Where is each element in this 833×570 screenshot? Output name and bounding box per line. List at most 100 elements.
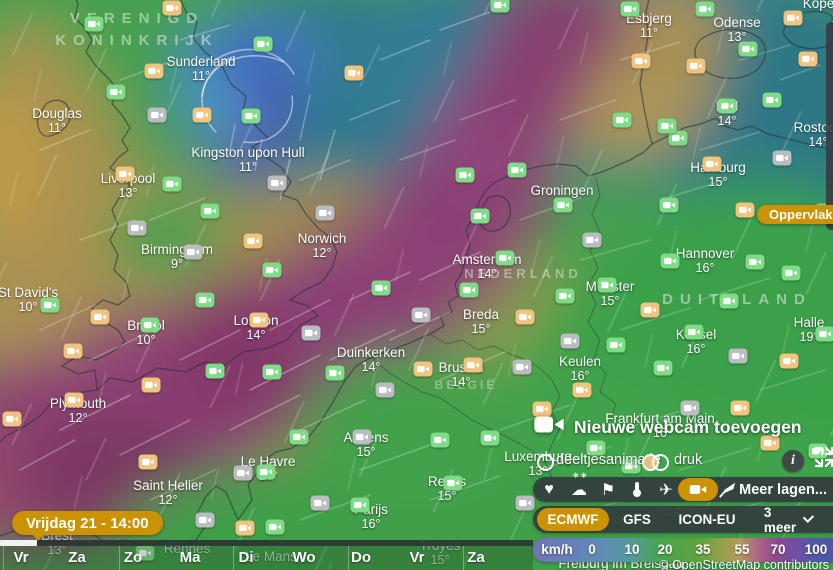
webcam-icon[interactable] <box>459 282 479 298</box>
webcam-icon[interactable] <box>301 325 321 341</box>
city-label[interactable]: Hannover 16° <box>676 246 735 276</box>
plane-icon[interactable]: ✈ <box>659 481 673 499</box>
webcam-icon[interactable] <box>183 244 203 260</box>
webcam-icon[interactable] <box>162 0 182 16</box>
webcam-icon[interactable] <box>512 359 532 375</box>
info-button[interactable]: i <box>782 450 804 472</box>
surface-level-button[interactable]: Oppervlak <box>757 205 833 224</box>
city-label[interactable]: Le Mans <box>245 549 297 564</box>
webcam-icon[interactable] <box>195 292 215 308</box>
more-models-dropdown[interactable]: 3 meer <box>764 505 815 535</box>
webcam-icon[interactable] <box>325 365 345 381</box>
city-label[interactable]: Breda 15° <box>463 307 499 337</box>
webcam-icon[interactable] <box>200 203 220 219</box>
city-label[interactable]: Keulen 16° <box>559 354 601 384</box>
webcam-icon[interactable] <box>267 175 287 191</box>
wind-flag-icon[interactable]: ⚑ <box>600 481 616 499</box>
webcam-icon[interactable] <box>659 197 679 213</box>
more-layers-button[interactable]: Meer lagen... <box>739 481 827 498</box>
webcam-icon[interactable] <box>762 92 782 108</box>
model-gfs[interactable]: GFS <box>623 512 651 527</box>
timeline-day-3[interactable]: Ma <box>179 549 201 566</box>
webcam-icon[interactable] <box>141 377 161 393</box>
webcam-icon[interactable] <box>660 253 680 269</box>
webcam-icon[interactable] <box>470 208 490 224</box>
webcam-icon[interactable] <box>249 312 269 328</box>
webcam-icon[interactable] <box>507 162 527 178</box>
webcam-icon[interactable] <box>779 353 799 369</box>
webcam-icon[interactable] <box>233 465 253 481</box>
webcam-icon[interactable] <box>127 220 147 236</box>
webcam-icon[interactable] <box>582 232 602 248</box>
webcam-icon[interactable] <box>738 41 758 57</box>
webcam-icon[interactable] <box>115 166 135 182</box>
windsock-icon[interactable] <box>717 477 737 502</box>
webcam-icon[interactable] <box>606 337 626 353</box>
city-label[interactable]: Norwich 12° <box>298 231 347 261</box>
webcam-icon[interactable] <box>455 167 475 183</box>
webcam-icon[interactable] <box>2 411 22 427</box>
webcam-icon[interactable] <box>815 326 833 342</box>
webcam-icon[interactable] <box>413 361 433 377</box>
webcam-icon[interactable] <box>668 130 688 146</box>
webcam-icon[interactable] <box>680 400 700 416</box>
webcam-icon[interactable] <box>555 288 575 304</box>
webcam-icon[interactable] <box>702 156 722 172</box>
webcam-icon[interactable] <box>735 202 755 218</box>
timeline-day-2[interactable]: Zo <box>123 549 143 566</box>
webcam-icon[interactable] <box>352 429 372 445</box>
webcam-icon[interactable] <box>730 400 750 416</box>
webcam-icon[interactable] <box>515 495 535 511</box>
expand-icon[interactable] <box>812 444 833 475</box>
webcam-icon[interactable] <box>515 309 535 325</box>
webcam-icon[interactable] <box>253 36 273 52</box>
webcam-icon[interactable] <box>195 512 215 528</box>
webcam-icon[interactable] <box>783 10 803 26</box>
webcam-icon[interactable] <box>241 108 261 124</box>
webcam-icon[interactable] <box>315 205 335 221</box>
webcam-icon[interactable] <box>657 118 677 134</box>
webcam-icon[interactable] <box>243 233 263 249</box>
timeline-day-6[interactable]: Do <box>351 549 371 566</box>
webcam-icon[interactable] <box>63 343 83 359</box>
webcam-icon[interactable] <box>411 307 431 323</box>
webcam-icon[interactable] <box>717 98 737 114</box>
webcam-icon[interactable] <box>686 58 706 74</box>
webcam-icon[interactable] <box>695 1 715 17</box>
webcam-layer-button-active[interactable] <box>678 478 718 501</box>
city-label[interactable]: Douglas 11° <box>32 106 82 136</box>
webcam-icon[interactable] <box>745 254 765 270</box>
webcam-icon[interactable] <box>64 392 84 408</box>
webcam-icon[interactable] <box>640 302 660 318</box>
timeline-day-4[interactable]: Di <box>238 549 254 566</box>
timeline-day-5[interactable]: Wo <box>292 549 316 566</box>
webcam-icon[interactable] <box>772 150 792 166</box>
webcam-icon[interactable] <box>144 63 164 79</box>
webcam-icon[interactable] <box>106 84 126 100</box>
model-ecmwf-selected[interactable]: ECMWF <box>537 508 609 531</box>
webcam-icon[interactable] <box>781 265 801 281</box>
favorites-heart-icon[interactable]: ♥ <box>544 480 554 498</box>
webcam-icon[interactable] <box>480 430 500 446</box>
thermometer-icon[interactable] <box>633 477 641 502</box>
city-label[interactable]: St David's 10° <box>0 285 58 315</box>
webcam-icon[interactable] <box>684 324 704 340</box>
webcam-icon[interactable] <box>572 382 592 398</box>
webcam-icon[interactable] <box>40 297 60 313</box>
webcam-icon[interactable] <box>553 197 573 213</box>
city-label[interactable]: Sunderland 11° <box>166 54 235 84</box>
webcam-icon[interactable] <box>262 262 282 278</box>
webcam-icon[interactable] <box>262 364 282 380</box>
timeline-day-0[interactable]: Vr <box>13 549 29 566</box>
webcam-icon[interactable] <box>344 65 364 81</box>
webcam-icon[interactable] <box>135 545 155 561</box>
webcam-icon[interactable] <box>371 280 391 296</box>
webcam-icon[interactable] <box>256 464 276 480</box>
webcam-icon[interactable] <box>289 429 309 445</box>
city-label[interactable]: Kingston upon Hull 11° <box>191 145 304 175</box>
webcam-icon[interactable] <box>631 53 651 69</box>
webcam-icon[interactable] <box>140 317 160 333</box>
webcam-icon[interactable] <box>205 363 225 379</box>
webcam-icon[interactable] <box>621 458 641 474</box>
webcam-icon[interactable] <box>192 107 212 123</box>
